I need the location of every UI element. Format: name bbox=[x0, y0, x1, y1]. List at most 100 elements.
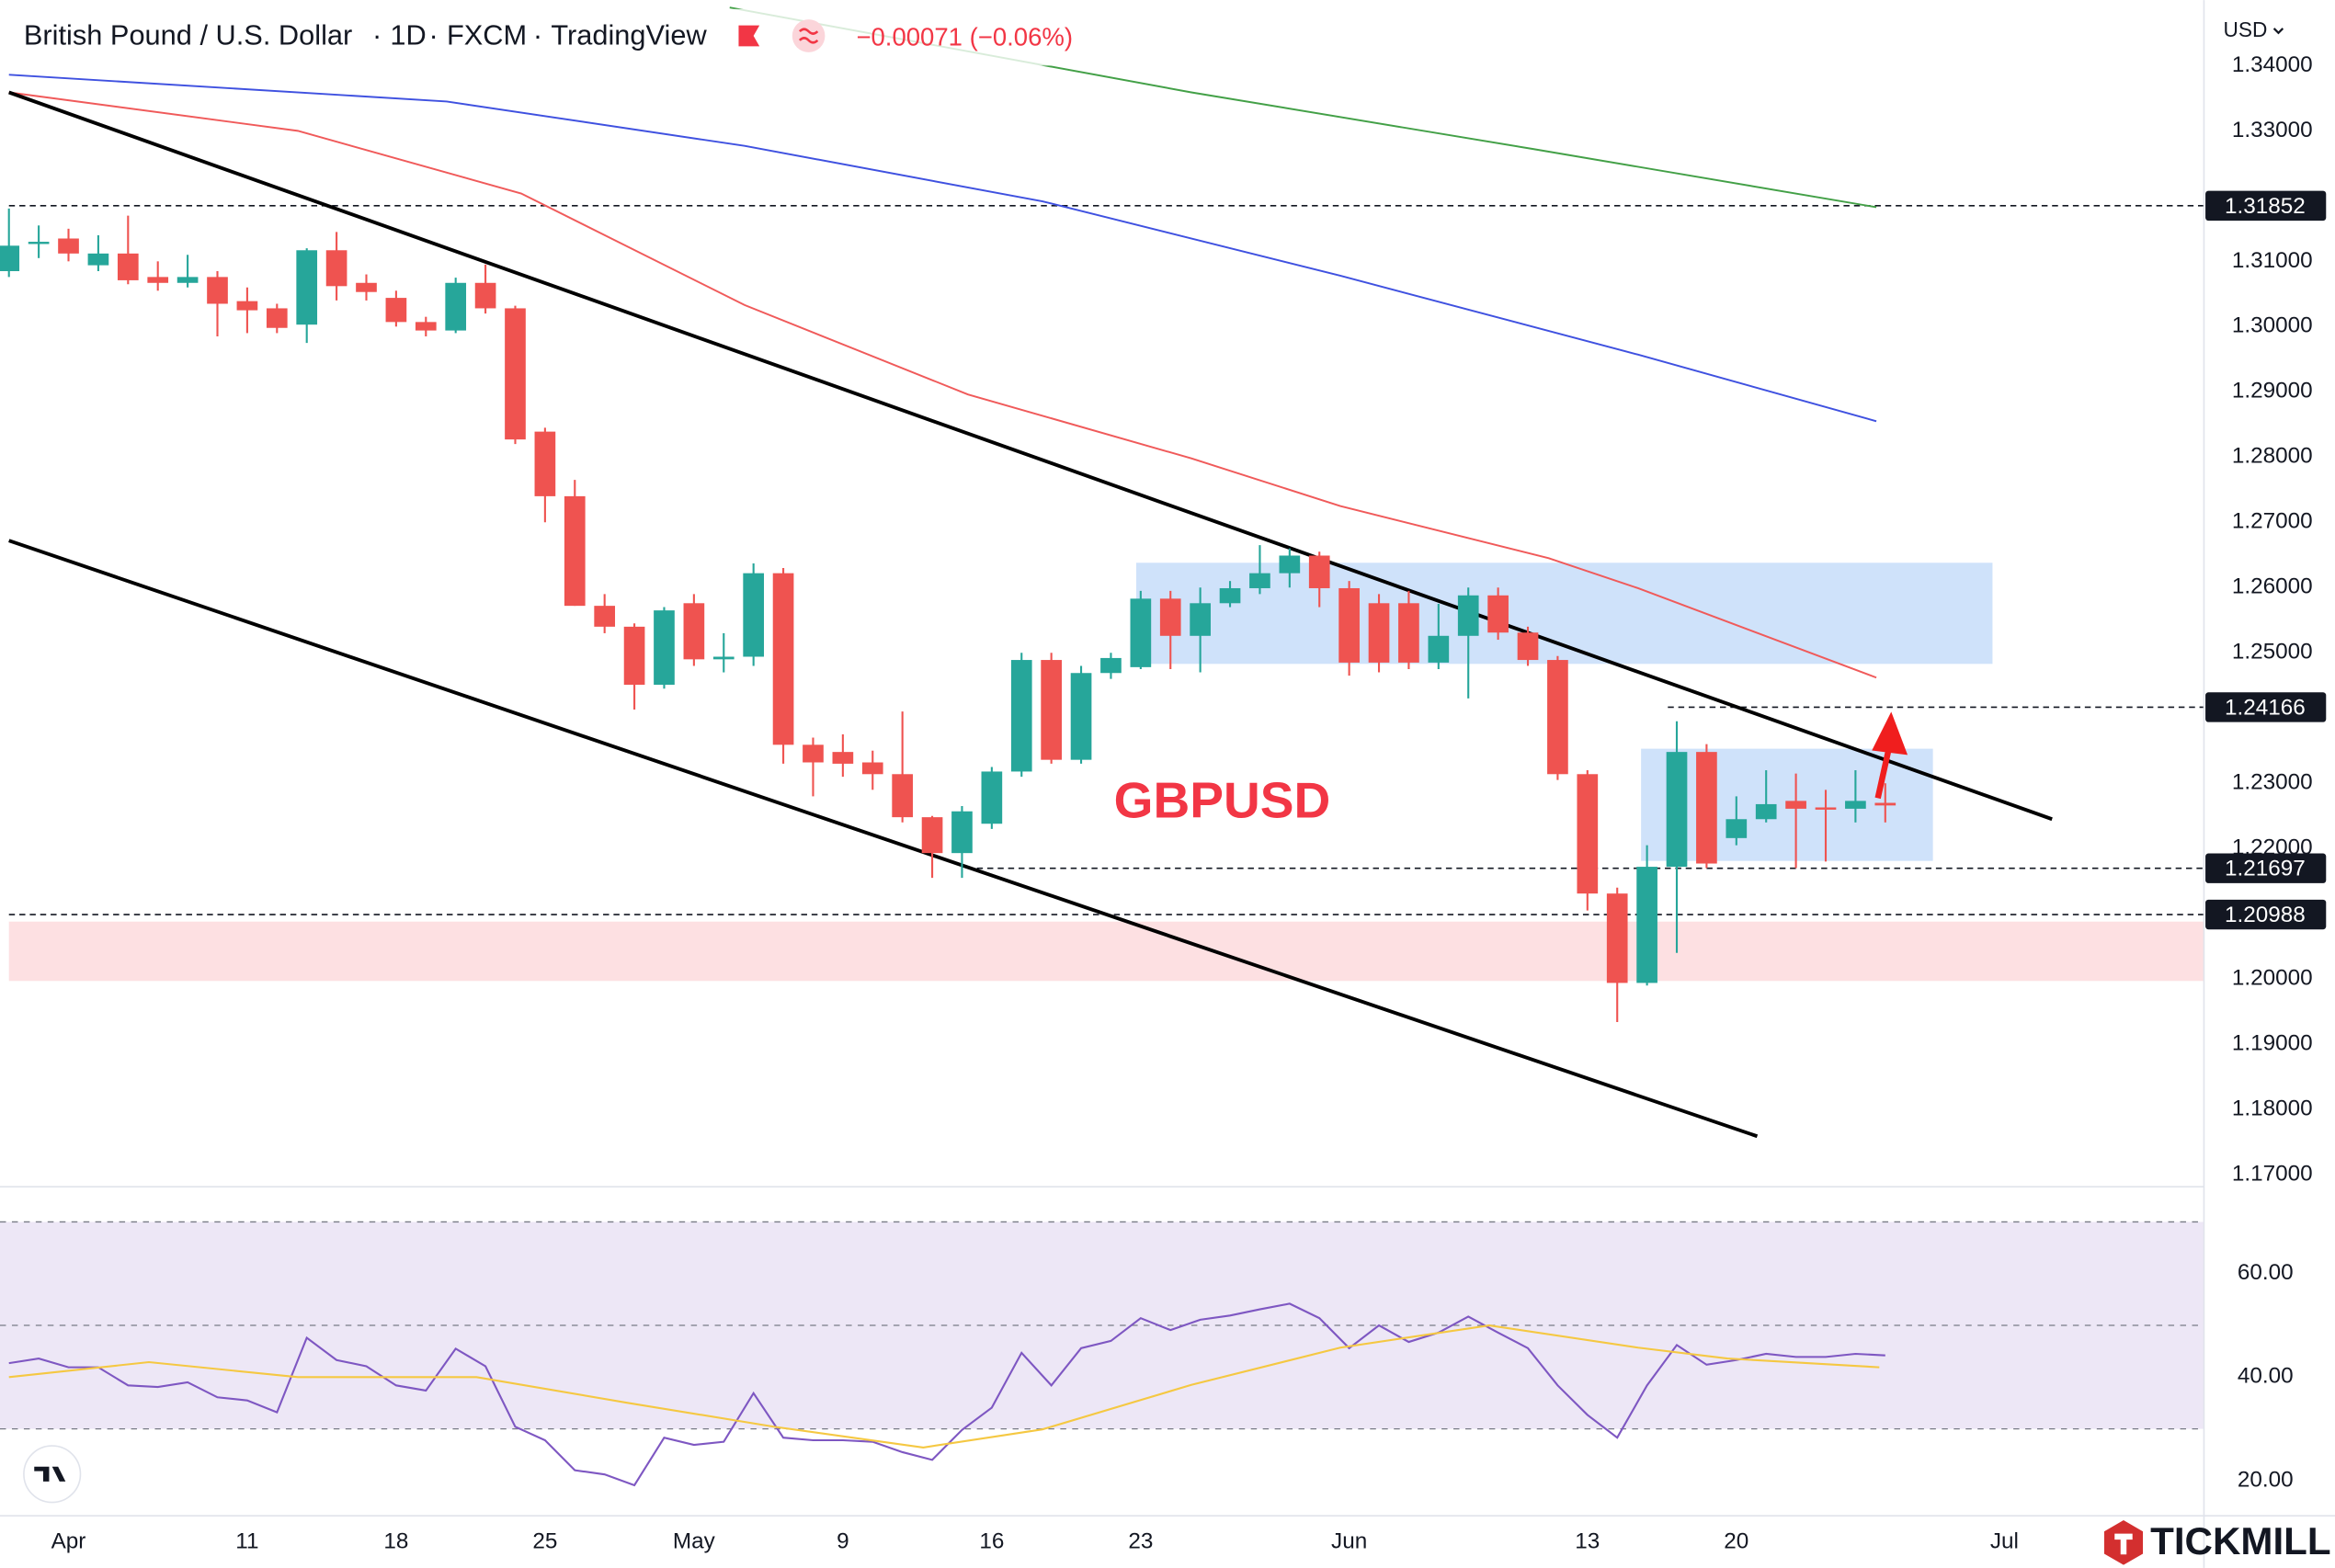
candle-body bbox=[1696, 752, 1717, 864]
candle-body bbox=[743, 573, 765, 657]
candle-body bbox=[356, 282, 377, 292]
source: FXCM bbox=[447, 19, 527, 51]
candle-body bbox=[117, 253, 139, 280]
candle-body bbox=[1219, 587, 1241, 604]
candle-body bbox=[296, 250, 318, 325]
indicator-icon-glyph bbox=[798, 28, 819, 44]
candle-body bbox=[594, 606, 616, 627]
candle-body bbox=[28, 242, 50, 244]
indicator-icon[interactable] bbox=[792, 19, 826, 52]
x-tick-label: Jun bbox=[1331, 1529, 1367, 1554]
candle-body bbox=[1338, 587, 1360, 663]
candle-body bbox=[445, 282, 467, 331]
y-tick-label: 1.18000 bbox=[2232, 1096, 2313, 1121]
candle-body bbox=[1636, 867, 1657, 983]
candle-body bbox=[505, 308, 526, 440]
candle-body bbox=[1159, 598, 1181, 636]
x-tick-label: 11 bbox=[235, 1529, 258, 1554]
candle-body bbox=[683, 603, 705, 660]
y-tick-label: 1.27000 bbox=[2232, 509, 2313, 534]
candle-body bbox=[1130, 598, 1152, 667]
rsi-line bbox=[8, 1324, 1880, 1449]
level-label: 1.20988 bbox=[2225, 903, 2306, 927]
candle-body bbox=[1517, 632, 1539, 661]
arrow-head bbox=[1872, 711, 1908, 756]
currency-caret bbox=[2272, 28, 2284, 35]
price-pane: GBPUSD bbox=[0, 6, 2204, 1487]
trend-line bbox=[8, 90, 2053, 822]
rsi-line bbox=[8, 1302, 1885, 1487]
candle-body bbox=[1845, 801, 1866, 809]
candle-body bbox=[712, 656, 735, 660]
candle-body bbox=[1785, 801, 1806, 809]
candle-body bbox=[892, 774, 913, 818]
x-tick-label: 23 bbox=[1128, 1529, 1153, 1554]
x-tick-label: 9 bbox=[837, 1529, 849, 1554]
tickmill-logo: TICKMILL bbox=[2150, 1519, 2330, 1562]
tv-logo[interactable] bbox=[23, 1445, 82, 1504]
currency[interactable]: USD bbox=[2224, 17, 2268, 41]
interval[interactable]: 1D bbox=[390, 19, 426, 51]
y-tick-label: 1.29000 bbox=[2232, 379, 2313, 403]
candle-body bbox=[1577, 774, 1599, 894]
candle-body bbox=[1100, 657, 1122, 674]
y-tick-label: 1.28000 bbox=[2232, 444, 2313, 469]
candle-body bbox=[385, 298, 407, 323]
candle-body bbox=[1726, 819, 1748, 838]
candle-body bbox=[1606, 893, 1628, 983]
candle-body bbox=[534, 431, 556, 496]
x-tick-label: Jul bbox=[1990, 1529, 2019, 1554]
candle-body bbox=[87, 253, 109, 266]
candle-body bbox=[1279, 555, 1301, 574]
separator: · bbox=[429, 19, 439, 51]
candle-body bbox=[1010, 660, 1032, 772]
candle-body bbox=[623, 626, 645, 686]
candle-body bbox=[921, 817, 943, 854]
candle-body bbox=[474, 282, 496, 309]
y-tick-label: 1.34000 bbox=[2232, 52, 2313, 77]
candle-body bbox=[177, 277, 199, 283]
y-tick-label: 1.33000 bbox=[2232, 118, 2313, 142]
symbol-title[interactable]: British Pound / U.S. Dollar bbox=[24, 19, 352, 51]
price-change: −0.00071 (−0.06%) bbox=[856, 23, 1073, 51]
level-label-bg bbox=[2205, 899, 2327, 930]
arrow bbox=[1874, 744, 1893, 800]
trend-line bbox=[8, 539, 1759, 1139]
candle-body bbox=[1666, 752, 1688, 868]
y-tick-label: 1.30000 bbox=[2232, 313, 2313, 338]
candle-body bbox=[1815, 807, 1837, 810]
candle-body bbox=[654, 610, 675, 686]
annotation: GBPUSD bbox=[1114, 771, 1331, 828]
header-bg bbox=[0, 8, 1133, 66]
y-tick-label: 1.23000 bbox=[2232, 770, 2313, 795]
candle-body bbox=[1070, 673, 1092, 760]
candle-body bbox=[832, 752, 854, 764]
zone bbox=[8, 921, 2204, 982]
y-tick-label: 1.17000 bbox=[2232, 1162, 2313, 1187]
rsi-tick-label: 60.00 bbox=[2238, 1260, 2294, 1285]
separator: · bbox=[533, 19, 542, 51]
x-tick-label: 20 bbox=[1724, 1529, 1748, 1554]
flag-icon[interactable] bbox=[738, 25, 760, 47]
platform: TradingView bbox=[551, 19, 707, 51]
level-label-bg bbox=[2205, 853, 2327, 883]
x-tick-label: 18 bbox=[383, 1529, 408, 1554]
candle-body bbox=[325, 250, 347, 287]
candle-body bbox=[1755, 803, 1777, 820]
y-tick-label: 1.26000 bbox=[2232, 574, 2313, 599]
candle-body bbox=[1428, 635, 1450, 663]
candle-body bbox=[1487, 595, 1509, 633]
x-tick-label: 25 bbox=[532, 1529, 557, 1554]
candle-body bbox=[1368, 603, 1390, 663]
y-tick-label: 1.19000 bbox=[2232, 1031, 2313, 1056]
candle-body bbox=[1547, 660, 1568, 775]
candle-body bbox=[772, 573, 794, 745]
candle-body bbox=[236, 301, 258, 311]
separator: · bbox=[372, 19, 382, 51]
rsi-tick-label: 40.00 bbox=[2238, 1364, 2294, 1389]
candle-body bbox=[415, 322, 437, 331]
candle-body bbox=[981, 771, 1003, 824]
candle-body bbox=[951, 811, 973, 854]
